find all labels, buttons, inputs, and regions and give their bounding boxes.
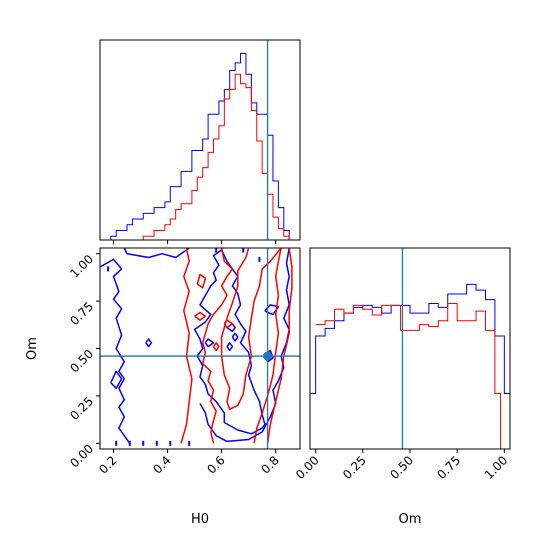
x-tick-label: 0.8: [258, 453, 281, 476]
contour-red-6: [196, 273, 207, 289]
histogram-series-1: [310, 283, 510, 394]
contour-blue-2: [123, 248, 190, 259]
x-tick-label: 0.75: [434, 453, 463, 482]
histogram-series-2: [315, 303, 505, 450]
sample-point: [115, 440, 118, 446]
sample-point: [188, 440, 191, 446]
y-tick-label: 1.00: [67, 252, 96, 281]
truth-marker: [263, 351, 273, 361]
x-tick-label: 0.6: [204, 453, 227, 476]
contour-red-4: [266, 248, 293, 444]
sample-point: [169, 440, 172, 446]
contour-red-2: [253, 248, 282, 444]
om-axis-label: Om: [399, 512, 422, 527]
histogram-series-2: [132, 73, 295, 241]
sample-point: [107, 266, 110, 272]
y-tick-label: 0.25: [67, 394, 96, 423]
contour-blue-9: [231, 332, 239, 342]
y-tick-label: 0.50: [67, 347, 96, 376]
sample-point: [142, 440, 145, 446]
x-tick-label: 0.2: [96, 453, 119, 476]
contour-blue-11: [145, 338, 153, 348]
sample-point: [258, 256, 261, 262]
histogram-series-1: [100, 52, 300, 241]
x-tick-label: 0.25: [340, 453, 369, 482]
om-histogram-panel: 0.00 0.25 0.50 0.75 1.00 Om: [293, 247, 511, 527]
contour-blue-12: [110, 370, 123, 390]
om-y-axis-label: Om: [25, 337, 40, 360]
contour-blue-4: [199, 248, 290, 443]
h0-histogram-panel: [99, 39, 301, 244]
x-tick-label: 0.00: [293, 453, 322, 482]
contour-red-5: [180, 248, 193, 444]
sample-point: [128, 440, 131, 446]
h0-axis-label: H0: [191, 512, 209, 527]
h0-hist-frame: [99, 39, 301, 241]
y-tick-label: 0.00: [67, 442, 96, 471]
contour-red-7: [212, 342, 220, 352]
contour-red-8: [194, 311, 207, 321]
contour-blue-3: [193, 249, 266, 435]
sample-point: [242, 248, 245, 253]
h0-om-joint-panel: 0.2 0.4 0.6 0.8 0.00 0.25 0.50 0.75 1.00 H0 Om: [25, 247, 301, 527]
contour-blue-8: [204, 338, 215, 348]
x-tick-label: 0.50: [387, 453, 416, 482]
contour-red-1: [201, 248, 234, 444]
om-hist-frame: [309, 247, 511, 450]
y-tick-label: 0.75: [67, 299, 96, 328]
contour-blue-7: [226, 342, 234, 352]
sample-point: [155, 440, 158, 446]
sample-point: [215, 248, 218, 253]
contour-red-9: [223, 319, 234, 329]
contour-blue-1: [100, 258, 131, 444]
joint-plot-area: [100, 248, 300, 449]
x-tick-label: 0.4: [150, 453, 173, 476]
contour-red-3: [220, 248, 282, 410]
x-tick-label: 1.00: [482, 453, 511, 482]
